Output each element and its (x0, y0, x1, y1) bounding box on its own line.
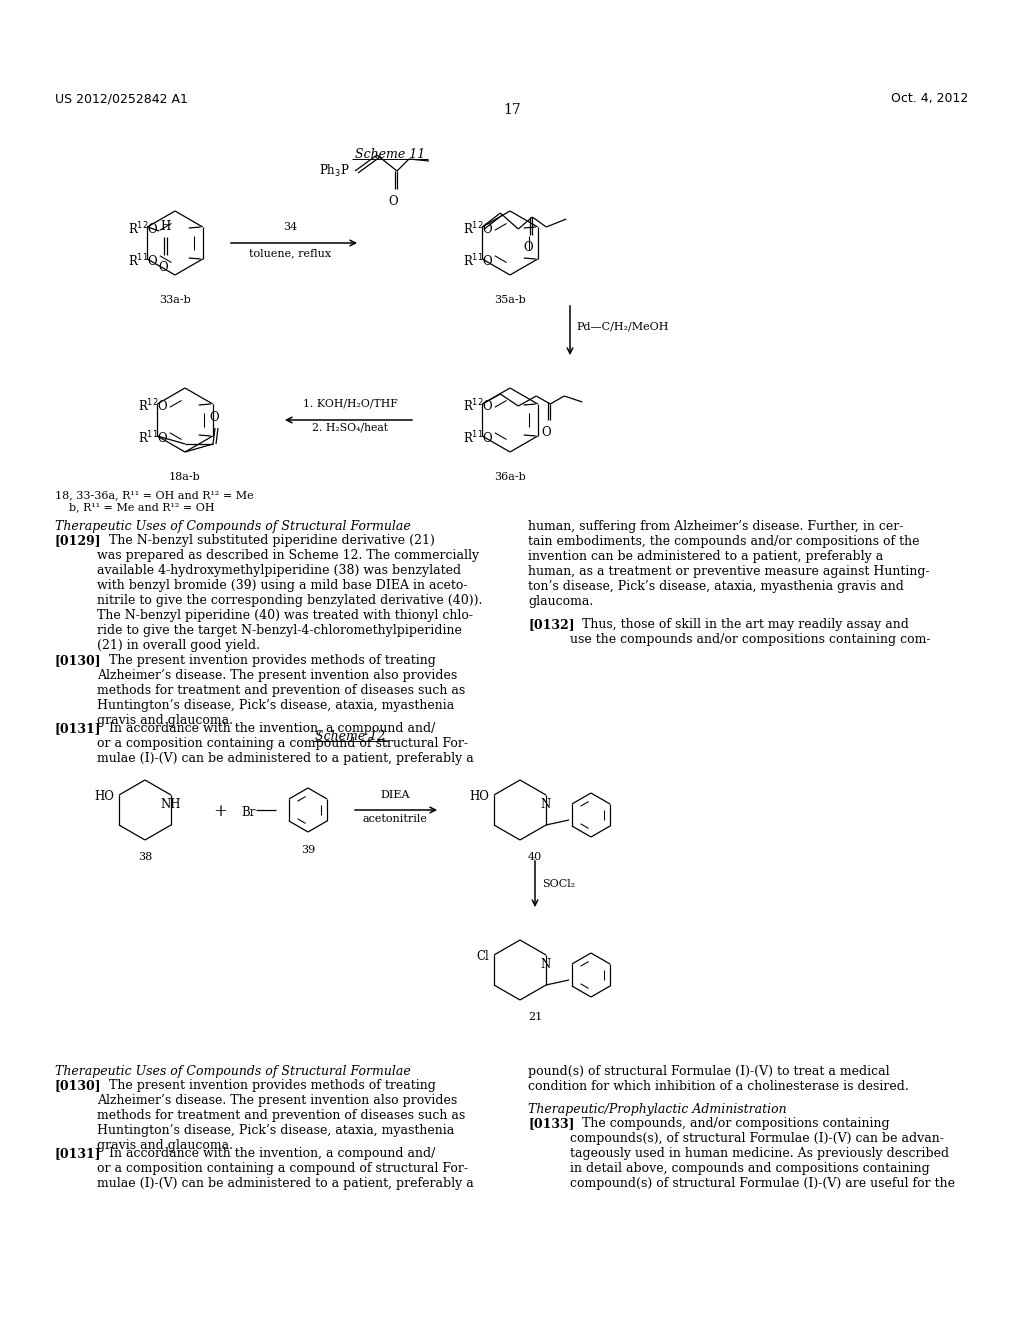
Text: [0131]: [0131] (55, 722, 101, 735)
Text: toluene, reflux: toluene, reflux (249, 248, 331, 257)
Text: The N-benzyl substituted piperidine derivative (21)
was prepared as described in: The N-benzyl substituted piperidine deri… (97, 535, 482, 652)
Text: R$^{12}$O: R$^{12}$O (463, 397, 494, 414)
Text: N: N (541, 797, 551, 810)
Text: Thus, those of skill in the art may readily assay and
use the compounds and/or c: Thus, those of skill in the art may read… (570, 618, 931, 645)
Text: 1. KOH/H₂O/THF: 1. KOH/H₂O/THF (302, 399, 397, 408)
Text: [0130]: [0130] (55, 1078, 101, 1092)
Text: DIEA: DIEA (380, 789, 410, 800)
Text: N: N (541, 957, 551, 970)
Text: HO: HO (469, 791, 489, 804)
Text: R$^{11}$O: R$^{11}$O (138, 430, 169, 446)
Text: 34: 34 (283, 222, 297, 232)
Text: Therapeutic Uses of Compounds of Structural Formulae: Therapeutic Uses of Compounds of Structu… (55, 1065, 411, 1078)
Text: O: O (159, 261, 168, 275)
Text: R$^{11}$O: R$^{11}$O (463, 430, 494, 446)
Text: Cl: Cl (476, 950, 489, 964)
Text: R$^{12}$O: R$^{12}$O (128, 220, 159, 238)
Text: R$^{11}$O: R$^{11}$O (128, 252, 159, 269)
Text: Scheme 11: Scheme 11 (355, 148, 425, 161)
Text: R$^{12}$O: R$^{12}$O (138, 397, 169, 414)
Text: Pd—C/H₂/MeOH: Pd—C/H₂/MeOH (575, 322, 669, 331)
Text: HO: HO (94, 791, 114, 804)
Text: human, suffering from Alzheimer’s disease. Further, in cer-
tain embodiments, th: human, suffering from Alzheimer’s diseas… (528, 520, 930, 609)
Text: 18, 33-36a, R¹¹ = OH and R¹² = Me: 18, 33-36a, R¹¹ = OH and R¹² = Me (55, 490, 254, 500)
Text: R$^{11}$O: R$^{11}$O (463, 252, 494, 269)
Text: H: H (161, 220, 171, 234)
Text: [0130]: [0130] (55, 653, 101, 667)
Text: O: O (209, 411, 219, 424)
Text: 21: 21 (528, 1012, 542, 1022)
Text: In accordance with the invention, a compound and/
or a composition containing a : In accordance with the invention, a comp… (97, 722, 474, 766)
Text: In accordance with the invention, a compound and/
or a composition containing a : In accordance with the invention, a comp… (97, 1147, 474, 1191)
Text: acetonitrile: acetonitrile (362, 814, 427, 824)
Text: pound(s) of structural Formulae (I)-(V) to treat a medical
condition for which i: pound(s) of structural Formulae (I)-(V) … (528, 1065, 908, 1093)
Text: O: O (542, 426, 551, 440)
Text: 39: 39 (301, 845, 315, 855)
Text: The compounds, and/or compositions containing
compounds(s), of structural Formul: The compounds, and/or compositions conta… (570, 1117, 955, 1191)
Text: The present invention provides methods of treating
Alzheimer’s disease. The pres: The present invention provides methods o… (97, 1078, 465, 1152)
Text: 2. H₂SO₄/heat: 2. H₂SO₄/heat (312, 422, 388, 432)
Text: 35a-b: 35a-b (495, 294, 526, 305)
Text: 36a-b: 36a-b (495, 473, 526, 482)
Text: O: O (388, 195, 397, 209)
Text: Br: Br (242, 805, 256, 818)
Text: [0133]: [0133] (528, 1117, 574, 1130)
Text: O: O (523, 242, 534, 253)
Text: [0131]: [0131] (55, 1147, 101, 1160)
Text: SOCl₂: SOCl₂ (542, 879, 575, 888)
Text: Therapeutic Uses of Compounds of Structural Formulae: Therapeutic Uses of Compounds of Structu… (55, 520, 411, 533)
Text: [0129]: [0129] (55, 535, 101, 546)
Text: Oct. 4, 2012: Oct. 4, 2012 (891, 92, 968, 106)
Text: Therapeutic/Prophylactic Administration: Therapeutic/Prophylactic Administration (528, 1104, 786, 1115)
Text: 33a-b: 33a-b (159, 294, 190, 305)
Text: b, R¹¹ = Me and R¹² = OH: b, R¹¹ = Me and R¹² = OH (55, 502, 215, 512)
Text: NH: NH (161, 797, 181, 810)
Text: US 2012/0252842 A1: US 2012/0252842 A1 (55, 92, 187, 106)
Text: +: + (213, 804, 227, 821)
Text: 38: 38 (138, 851, 153, 862)
Text: 17: 17 (503, 103, 521, 117)
Text: 40: 40 (528, 851, 542, 862)
Text: [0132]: [0132] (528, 618, 574, 631)
Text: Scheme 12: Scheme 12 (314, 730, 385, 743)
Text: R$^{12}$O: R$^{12}$O (463, 220, 494, 238)
Text: Ph$_3$P: Ph$_3$P (319, 162, 350, 180)
Text: The present invention provides methods of treating
Alzheimer’s disease. The pres: The present invention provides methods o… (97, 653, 465, 727)
Text: 18a-b: 18a-b (169, 473, 201, 482)
